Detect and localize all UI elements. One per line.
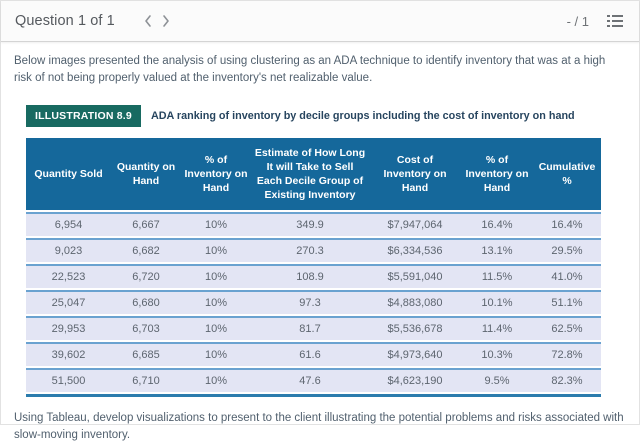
column-header: % of Inventory on Hand: [461, 137, 533, 211]
table-cell: 29.5%: [533, 238, 601, 263]
table-cell: 11.5%: [461, 264, 533, 289]
table-cell: 13.1%: [461, 238, 533, 263]
table-cell: 10%: [181, 238, 251, 263]
table-cell: 41.0%: [533, 264, 601, 289]
column-header: Estimate of How Long It will Take to Sel…: [251, 137, 369, 211]
score-indicator: - / 1: [566, 13, 589, 29]
table-cell: 10%: [181, 368, 251, 393]
table-cell: 10%: [181, 264, 251, 289]
question-list-button[interactable]: [605, 13, 625, 30]
illustration-caption: ADA ranking of inventory by decile group…: [150, 109, 575, 122]
illustration-heading: ILLUSTRATION 8.9 ADA ranking of inventor…: [26, 104, 626, 127]
table-cell: 10%: [181, 212, 251, 237]
table-cell: 82.3%: [533, 368, 601, 393]
table-cell: 6,682: [111, 238, 181, 263]
table-cell: $7,947,064: [369, 212, 461, 237]
table-cell: $4,973,640: [369, 342, 461, 367]
table-cell: 11.4%: [461, 316, 533, 341]
column-header: Quantity Sold: [26, 137, 111, 211]
table-cell: $5,536,678: [369, 316, 461, 341]
table-cell: 6,720: [111, 264, 181, 289]
table-cell: 6,954: [26, 212, 111, 237]
outro-paragraph: Using Tableau, develop visualizations to…: [14, 412, 624, 442]
column-header: Cost of Inventory on Hand: [369, 137, 461, 211]
table-cell: 51,500: [26, 368, 111, 393]
table-cell: $6,334,536: [369, 238, 461, 263]
previous-question-button[interactable]: [139, 12, 157, 30]
table-cell: 22,523: [26, 264, 111, 289]
table-cell: 97.3: [251, 290, 369, 315]
table-cell: 6,680: [111, 290, 181, 315]
table-cell: 6,710: [111, 368, 181, 393]
table-cell: 16.4%: [533, 212, 601, 237]
list-icon: [607, 14, 623, 28]
question-body: Below images presented the analysis of u…: [1, 42, 639, 445]
table-cell: 39,602: [26, 342, 111, 367]
column-header: Quantity on Hand: [111, 137, 181, 211]
table-cell: 10%: [181, 342, 251, 367]
table-row: 25,047 6,680 10% 97.3 $4,883,080 10.1% 51.1%: [26, 290, 601, 315]
table-cell: 72.8%: [533, 342, 601, 367]
table-cell: 10.3%: [461, 342, 533, 367]
table-cell: 6,685: [111, 342, 181, 367]
table-row: 6,954 6,667 10% 349.9 $7,947,064 16.4% 16.4%: [26, 212, 601, 237]
column-header: Cumulative %: [533, 137, 601, 211]
table-cell: 10.1%: [461, 290, 533, 315]
question-counter: Question 1 of 1: [15, 13, 115, 29]
table-cell: 61.6: [251, 342, 369, 367]
table-cell: 349.9: [251, 212, 369, 237]
table-row: 39,602 6,685 10% 61.6 $4,973,640 10.3% 72.8%: [26, 342, 601, 367]
table-row: 22,523 6,720 10% 108.9 $5,591,040 11.5% 41.0%: [26, 264, 601, 289]
next-question-button[interactable]: [157, 12, 175, 30]
table-cell: 9,023: [26, 238, 111, 263]
table-cell: $5,591,040: [369, 264, 461, 289]
table-cell: 108.9: [251, 264, 369, 289]
table-cell: 9.5%: [461, 368, 533, 393]
table-row: 51,500 6,710 10% 47.6 $4,623,190 9.5% 82.3%: [26, 368, 601, 393]
illustration-badge: ILLUSTRATION 8.9: [26, 104, 141, 127]
table-cell: 25,047: [26, 290, 111, 315]
table-cell: 47.6: [251, 368, 369, 393]
question-header-bar: Question 1 of 1 - / 1: [1, 1, 639, 42]
table-cell: $4,623,190: [369, 368, 461, 393]
table-cell: $4,883,080: [369, 290, 461, 315]
table-header-row: Quantity Sold Quantity on Hand% of Invent…: [26, 137, 601, 211]
inventory-decile-table: Quantity Sold Quantity on Hand% of Invent…: [26, 136, 601, 398]
chevron-right-icon: [161, 14, 171, 28]
table-row: 29,953 6,703 10% 81.7 $5,536,678 11.4% 62.5%: [26, 316, 601, 341]
table-cell: 81.7: [251, 316, 369, 341]
table-cell: 6,703: [111, 316, 181, 341]
table-row: 9,023 6,682 10% 270.3 $6,334,536 13.1% 29.5%: [26, 238, 601, 263]
table-cell: 270.3: [251, 238, 369, 263]
table-cell: 51.1%: [533, 290, 601, 315]
table-cell: 29,953: [26, 316, 111, 341]
table-cell: 62.5%: [533, 316, 601, 341]
table-cell: 10%: [181, 316, 251, 341]
chevron-left-icon: [143, 14, 153, 28]
table-cell: 10%: [181, 290, 251, 315]
column-header: % of Inventory on Hand: [181, 137, 251, 211]
table-cell: 16.4%: [461, 212, 533, 237]
table-cell: 6,667: [111, 212, 181, 237]
intro-paragraph: Below images presented the analysis of u…: [14, 55, 606, 85]
